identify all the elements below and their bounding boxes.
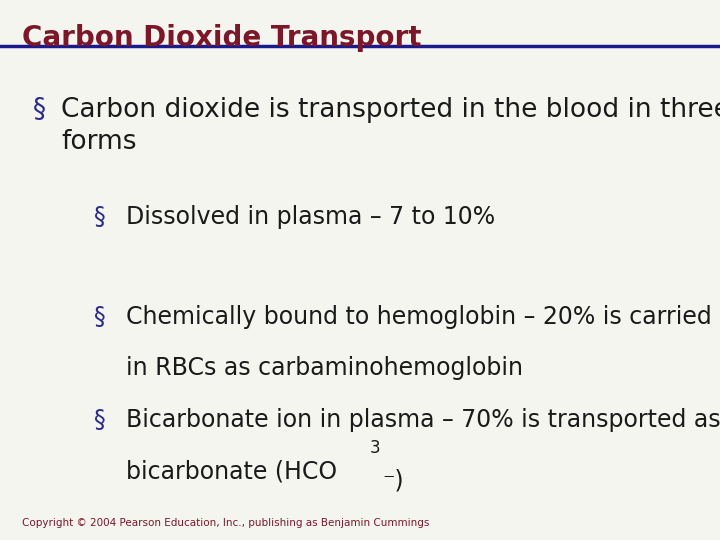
Text: Carbon Dioxide Transport: Carbon Dioxide Transport [22,24,421,52]
Text: §: § [32,97,45,123]
Text: Carbon dioxide is transported in the blood in three
forms: Carbon dioxide is transported in the blo… [61,97,720,155]
Text: §: § [94,305,105,329]
Text: §: § [94,205,105,229]
Text: in RBCs as carbaminohemoglobin: in RBCs as carbaminohemoglobin [126,356,523,380]
Text: Bicarbonate ion in plasma – 70% is transported as: Bicarbonate ion in plasma – 70% is trans… [126,408,720,431]
Text: §: § [94,408,105,431]
Text: 3: 3 [369,439,380,457]
Text: ⁻): ⁻) [382,469,404,492]
Text: Copyright © 2004 Pearson Education, Inc., publishing as Benjamin Cummings: Copyright © 2004 Pearson Education, Inc.… [22,518,429,528]
Text: Dissolved in plasma – 7 to 10%: Dissolved in plasma – 7 to 10% [126,205,495,229]
Text: Chemically bound to hemoglobin – 20% is carried: Chemically bound to hemoglobin – 20% is … [126,305,712,329]
Text: bicarbonate (HCO: bicarbonate (HCO [126,459,337,483]
